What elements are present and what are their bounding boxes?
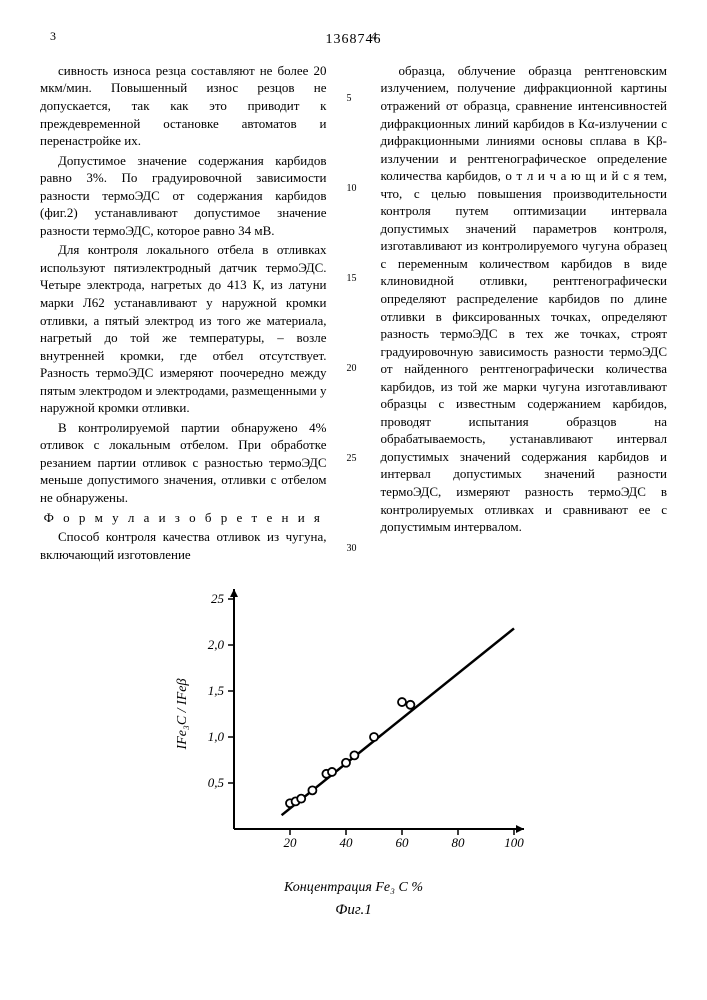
line-num: 30: [347, 542, 361, 556]
svg-text:1,0: 1,0: [207, 729, 224, 744]
para: Для контроля локального отбела в отливка…: [40, 241, 327, 416]
para: В контролируемой партии обнаружено 4% от…: [40, 419, 327, 507]
doc-header: 1368746: [40, 30, 667, 50]
line-num: 10: [347, 182, 361, 196]
right-column: образца, облучение образца рентгеновским…: [381, 62, 668, 565]
figure-1: 20 40 60 80 100 0,5 1,0 1,5 2,0 25 IFe₃C / IFeβ Ко…: [40, 579, 667, 920]
line-num: 15: [347, 272, 361, 286]
para: Допустимое значение содержания карбидов …: [40, 152, 327, 240]
formula-heading: Ф о р м у л а и з о б р е т е н и я: [40, 509, 327, 527]
svg-text:60: 60: [395, 835, 409, 850]
para: сивность износа резца составляют не боле…: [40, 62, 327, 150]
para: Способ контроля качества отливок из чугу…: [40, 528, 327, 563]
para: образца, облучение образца рентгеновским…: [381, 62, 668, 536]
line-num: 5: [347, 92, 361, 106]
text-columns: сивность износа резца составляют не боле…: [40, 62, 667, 565]
left-column: сивность износа резца составляют не боле…: [40, 62, 327, 565]
line-num: 20: [347, 362, 361, 376]
fig-caption: Фиг.1: [40, 900, 667, 920]
svg-text:1,5: 1,5: [207, 683, 224, 698]
chart-svg: 20 40 60 80 100 0,5 1,0 1,5 2,0 25 IFe₃C / IFeβ: [164, 579, 544, 879]
svg-text:80: 80: [451, 835, 465, 850]
x-axis-label: Концентрация Fe₃ C %: [40, 879, 667, 898]
svg-text:20: 20: [283, 835, 297, 850]
page-number-left: 3: [50, 28, 56, 44]
svg-text:2,0: 2,0: [207, 637, 224, 652]
line-num: 25: [347, 452, 361, 466]
svg-text:IFe₃C / IFeβ: IFe₃C / IFeβ: [175, 679, 190, 751]
line-numbers: 5 10 15 20 25 30: [347, 62, 361, 565]
svg-text:0,5: 0,5: [207, 775, 224, 790]
page-number-right: 4: [371, 28, 377, 44]
svg-text:100: 100: [504, 835, 524, 850]
svg-text:25: 25: [211, 591, 225, 606]
svg-text:40: 40: [339, 835, 353, 850]
